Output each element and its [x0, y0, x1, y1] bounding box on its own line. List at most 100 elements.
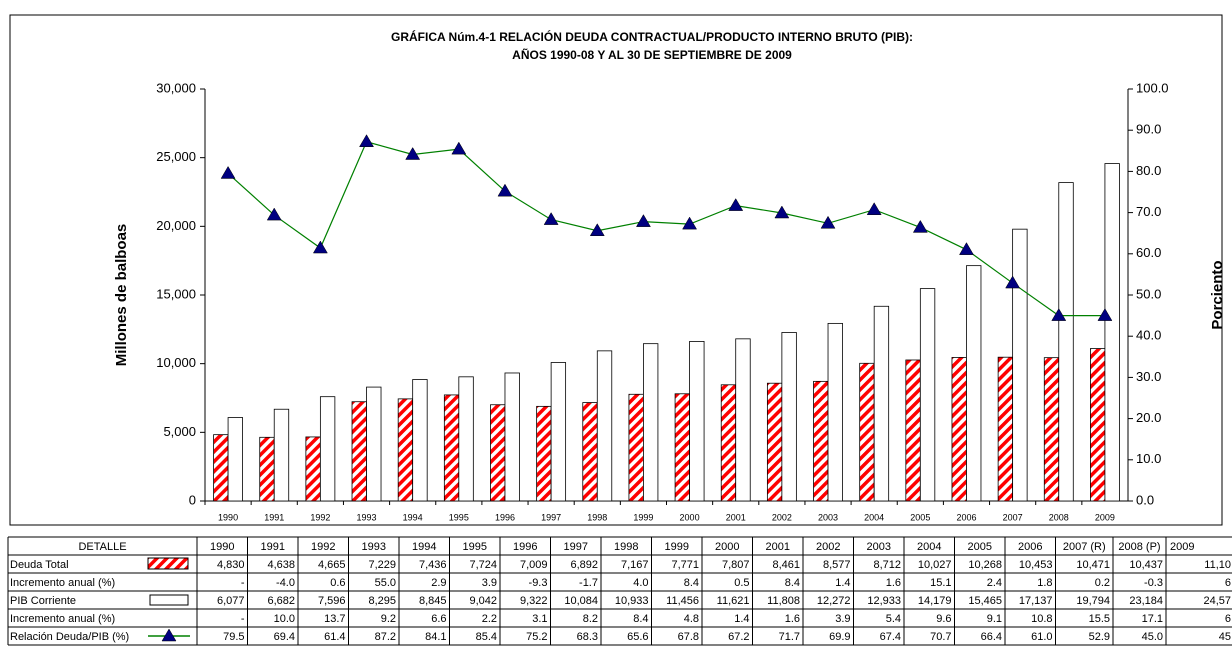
table-cell: 15,465 — [968, 595, 1002, 607]
bar — [490, 404, 506, 502]
line-marker — [1051, 308, 1067, 321]
table-cell: 7,167 — [621, 559, 649, 571]
x-tick-label: 2002 — [772, 512, 792, 522]
table-cell: 55.0 — [375, 577, 396, 589]
bar — [966, 265, 982, 502]
table-row-label: PIB Corriente — [10, 595, 76, 607]
table-cell: 6 — [1225, 613, 1231, 625]
bar — [582, 402, 598, 502]
table-header: 2005 — [968, 541, 992, 553]
x-tick-label: 1994 — [403, 512, 423, 522]
table-cell: 7,436 — [419, 559, 447, 571]
bar — [259, 436, 275, 502]
line-marker — [266, 207, 282, 221]
table-cell: 9,042 — [469, 595, 497, 607]
table-header: 1992 — [311, 541, 335, 553]
table-header: 2003 — [867, 541, 891, 553]
y2-tick-label: 100.0 — [1136, 80, 1169, 95]
table-cell: 24,57 — [1203, 595, 1231, 607]
line-marker — [682, 216, 698, 230]
table-cell: 84.1 — [425, 631, 446, 643]
table-cell: 8,712 — [873, 559, 901, 571]
table-cell: 61.0 — [1031, 631, 1052, 643]
y-axis-title: Millones de balboas — [113, 224, 130, 367]
table-cell: 10.8 — [1031, 613, 1052, 625]
table-cell: 1.6 — [785, 613, 800, 625]
table-cell: 69.4 — [274, 631, 295, 643]
table-header: 1998 — [614, 541, 638, 553]
table-cell: 3.9 — [482, 577, 497, 589]
table-cell: 12,272 — [817, 595, 851, 607]
x-tick-label: 1998 — [587, 512, 607, 522]
bar — [550, 362, 567, 502]
y-tick-label: 0 — [189, 492, 196, 507]
x-tick-label: 1990 — [218, 512, 238, 522]
table-header: 1996 — [513, 541, 537, 553]
bar — [1090, 348, 1106, 502]
y2-axis-title: Porciento — [1209, 260, 1226, 329]
x-tick-label: 2009 — [1095, 512, 1115, 522]
line-marker — [728, 198, 744, 211]
table-cell: 6,682 — [267, 595, 295, 607]
table-cell: 9.6 — [936, 613, 951, 625]
bar — [689, 341, 705, 502]
bar — [674, 393, 690, 502]
table-cell: 15.5 — [1089, 613, 1110, 625]
x-tick-label: 2005 — [910, 512, 930, 522]
table-cell: 10,471 — [1076, 559, 1110, 571]
table-header: DETALLE — [78, 541, 126, 553]
table-cell: 8.4 — [785, 577, 800, 589]
line-marker — [912, 219, 928, 233]
table-cell: 7,771 — [671, 559, 699, 571]
table-header: 1991 — [261, 541, 285, 553]
table-cell: 9.1 — [987, 613, 1002, 625]
table-header: 2008 (P) — [1118, 541, 1160, 553]
table-cell: 11,808 — [767, 595, 800, 607]
table-cell: 7,596 — [318, 595, 346, 607]
table-cell: - — [241, 613, 245, 625]
table-cell: 65.6 — [627, 631, 648, 643]
line-marker — [359, 134, 374, 147]
table-header: 1994 — [412, 541, 436, 553]
bar — [951, 357, 967, 502]
table-cell: 1.4 — [835, 577, 850, 589]
table-cell: 17,137 — [1019, 595, 1053, 607]
table-cell: 4.8 — [684, 613, 699, 625]
table-cell: 3.9 — [835, 613, 850, 625]
table-cell: 45.0 — [1142, 631, 1163, 643]
table-cell: 71.7 — [779, 631, 800, 643]
bar — [273, 408, 290, 502]
table-cell: 23,184 — [1129, 595, 1163, 607]
table-cell: 11,456 — [666, 595, 699, 607]
table-header: 2007 (R) — [1063, 541, 1106, 553]
x-tick-label: 1992 — [310, 512, 330, 522]
table-cell: 6.6 — [431, 613, 446, 625]
table-cell: 0.6 — [330, 577, 345, 589]
y2-tick-label: 0.0 — [1136, 492, 1154, 507]
bar — [305, 436, 321, 502]
line-marker — [497, 183, 513, 197]
bar — [213, 434, 229, 502]
x-tick-label: 1996 — [495, 512, 515, 522]
table-header: 1993 — [362, 541, 386, 553]
table-cell: 1.6 — [886, 577, 901, 589]
y-tick-label: 10,000 — [156, 355, 196, 370]
table-cell: 10,933 — [615, 595, 649, 607]
line-marker — [451, 141, 467, 155]
bar — [443, 394, 460, 502]
bar — [351, 401, 367, 502]
bar — [366, 386, 382, 502]
y2-tick-label: 40.0 — [1136, 328, 1161, 343]
bar — [720, 384, 737, 502]
chart-subtitle: AÑOS 1990-08 Y AL 30 DE SEPTIEMBRE DE 20… — [512, 47, 792, 62]
line-marker — [1005, 275, 1021, 289]
line-marker — [405, 147, 421, 160]
table-cell: 0.5 — [734, 577, 749, 589]
bar — [997, 356, 1014, 502]
table-cell: 17.1 — [1142, 613, 1163, 625]
table-cell: 3.1 — [532, 613, 547, 625]
table-header: 1997 — [564, 541, 588, 553]
table-header: 2000 — [715, 541, 739, 553]
x-tick-label: 2006 — [956, 512, 976, 522]
table-cell: 67.4 — [880, 631, 901, 643]
